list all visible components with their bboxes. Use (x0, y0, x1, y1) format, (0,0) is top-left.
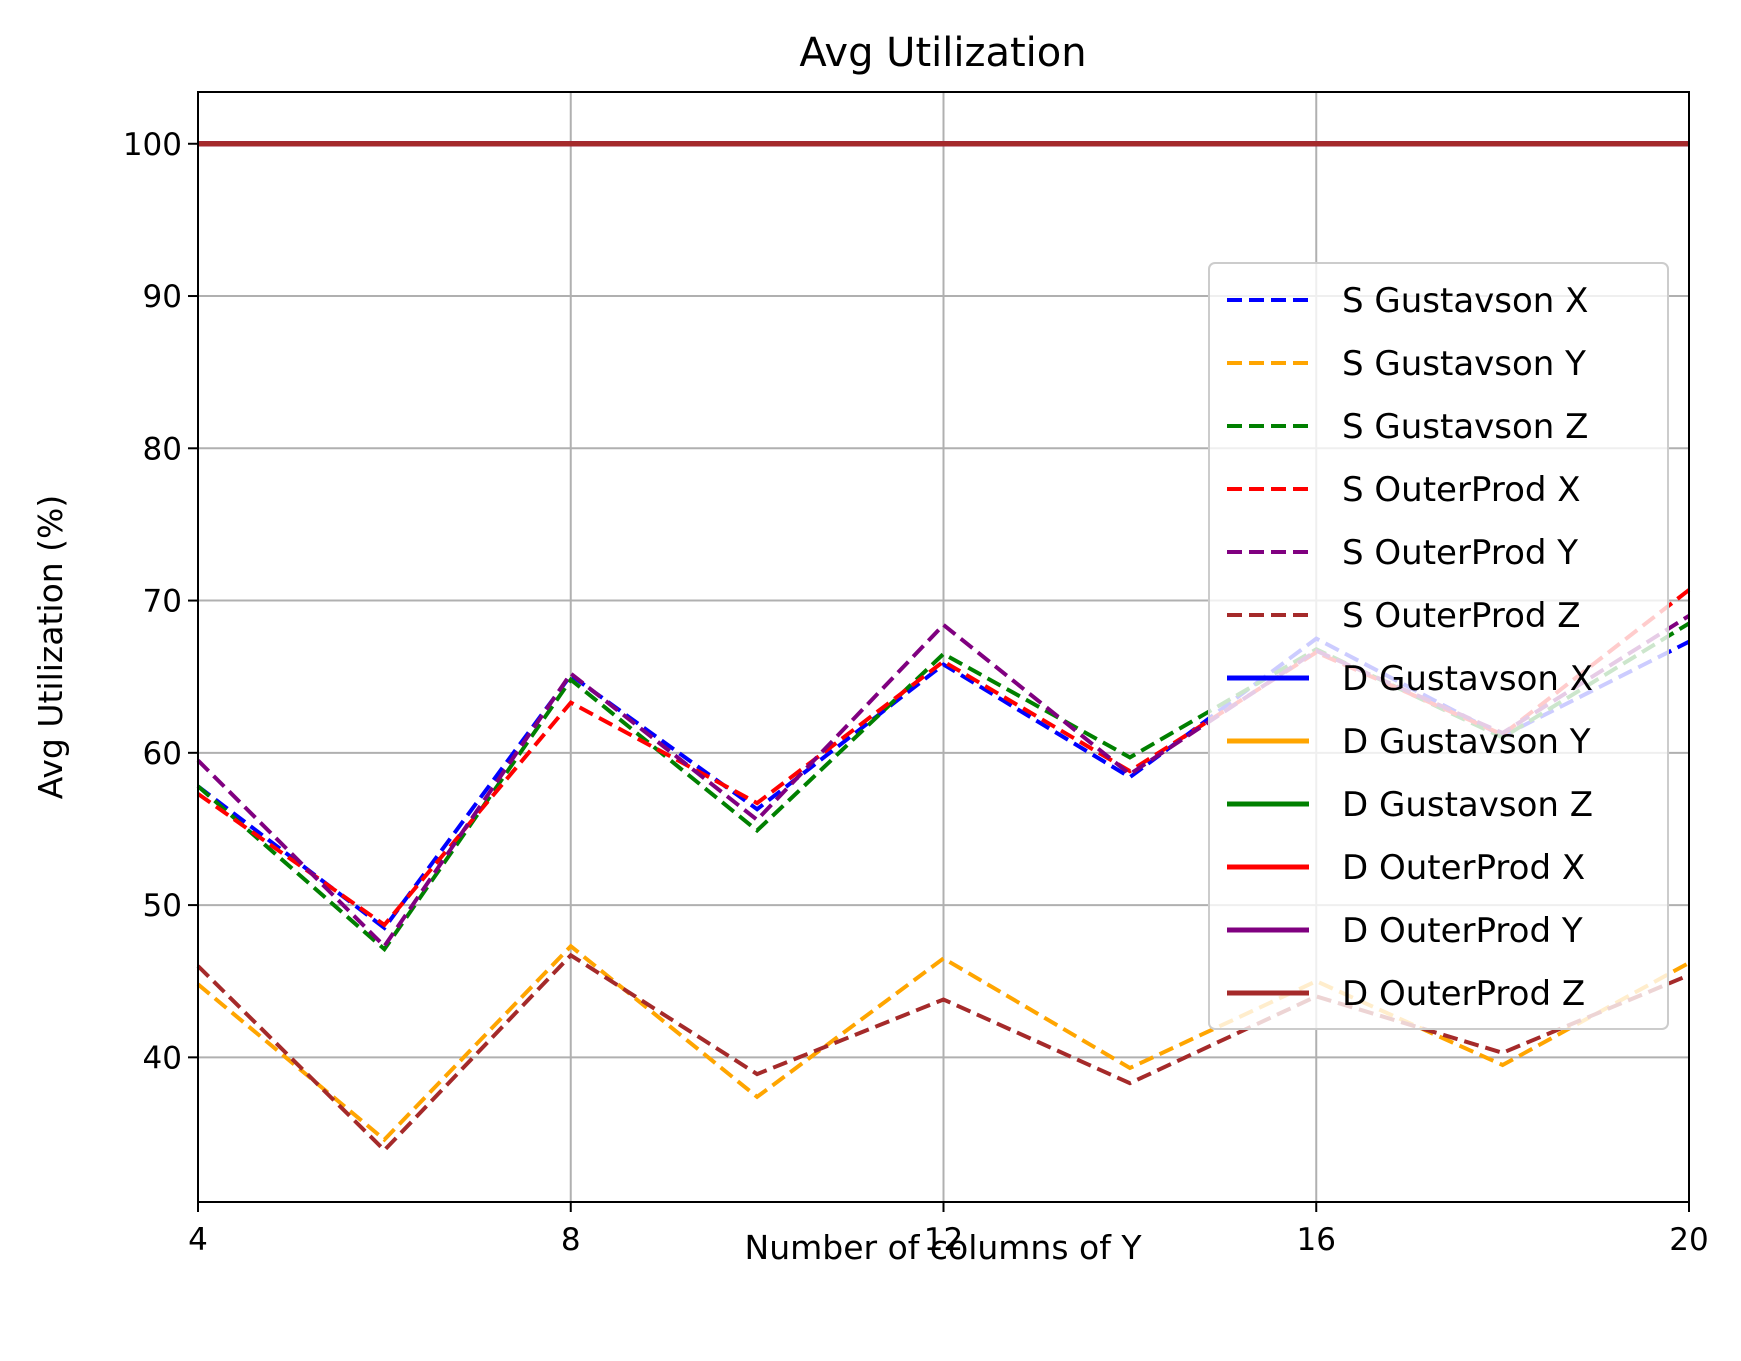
legend-label: D OuterProd Y (1342, 911, 1583, 951)
series-line-s-gustavson-x (196, 636, 1690, 931)
legend-label: D Gustavson X (1342, 659, 1593, 699)
chart-title: Avg Utilization (799, 30, 1086, 76)
legend-label: D Gustavson Y (1342, 722, 1591, 762)
y-axis-label: Avg Utilization (%) (31, 495, 70, 800)
y-tick-label: 70 (143, 584, 182, 620)
legend-box (1208, 262, 1669, 1030)
x-tick-label: 16 (1297, 1222, 1336, 1258)
x-axis-label: Number of columns of Y (745, 1228, 1143, 1267)
axis-ticks: 4 8 12 16 20 40 50 60 70 80 90 100 (123, 127, 1709, 1258)
legend-label: S OuterProd Y (1342, 533, 1578, 573)
legend-label: S Gustavson X (1342, 281, 1588, 321)
legend-label: D Gustavson Z (1342, 785, 1593, 825)
y-tick-label: 100 (123, 127, 182, 163)
x-tick-label: 12 (924, 1222, 963, 1258)
y-tick-label: 80 (143, 431, 182, 467)
x-tick-label: 8 (561, 1222, 581, 1258)
y-tick-label: 40 (143, 1040, 182, 1076)
legend-label: S OuterProd Z (1342, 596, 1581, 636)
y-tick-label: 90 (143, 279, 182, 315)
plot-area (196, 141, 1691, 1154)
series-line-s-gustavson-y (196, 943, 1690, 1143)
x-tick-label: 4 (188, 1222, 208, 1258)
y-tick-label: 60 (143, 736, 182, 772)
legend-label: D OuterProd Z (1342, 974, 1585, 1014)
legend: S Gustavson X S Gustavson Y S Gustavson Z S… (1208, 262, 1669, 1030)
legend-label: D OuterProd X (1342, 848, 1585, 888)
x-tick-label: 20 (1669, 1222, 1708, 1258)
series-line-s-outerprod-z (196, 952, 1690, 1154)
y-tick-label: 50 (143, 888, 182, 924)
legend-label: S OuterProd X (1342, 470, 1581, 510)
legend-label: S Gustavson Z (1342, 407, 1588, 447)
legend-label: S Gustavson Y (1342, 344, 1586, 384)
